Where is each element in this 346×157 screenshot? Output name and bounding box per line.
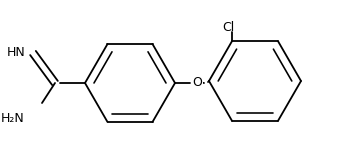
Text: Cl: Cl: [222, 21, 234, 34]
Text: HN: HN: [6, 46, 25, 60]
Text: H₂N: H₂N: [1, 111, 25, 125]
Text: O: O: [192, 76, 202, 89]
